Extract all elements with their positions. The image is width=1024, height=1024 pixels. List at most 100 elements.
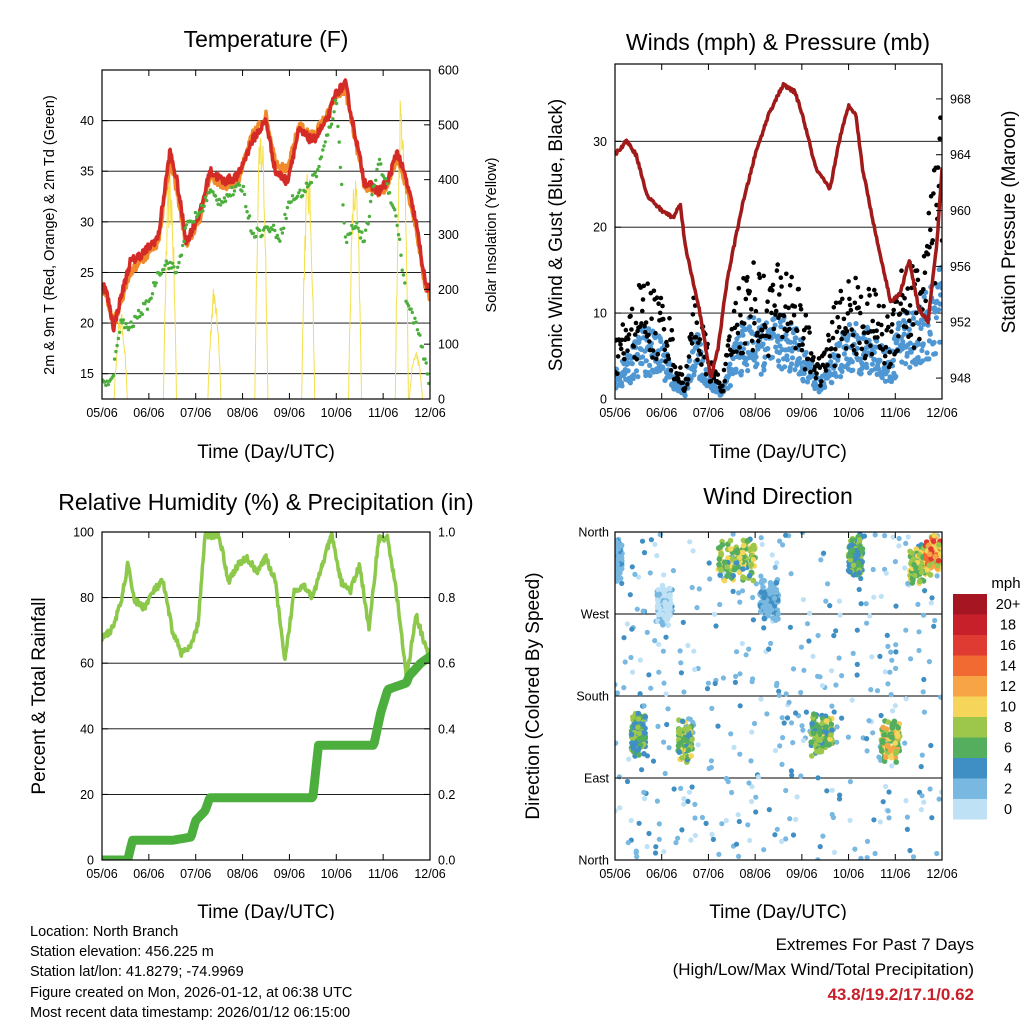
- direction-cluster-point: [847, 557, 854, 563]
- direction-cluster-point: [750, 577, 757, 584]
- wind-gust-point: [885, 314, 890, 319]
- wind-gust-point: [690, 312, 696, 317]
- direction-point: [893, 649, 899, 655]
- direction-xtick-label: 09/06: [786, 867, 817, 881]
- direction-point: [885, 681, 891, 687]
- direction-cluster-point: [689, 736, 695, 743]
- wind-gust-point: [661, 316, 666, 322]
- wind-gust-point: [731, 308, 737, 314]
- direction-point: [825, 581, 831, 587]
- direction-point: [654, 798, 661, 804]
- wind-gust-point: [689, 341, 695, 346]
- dewpoint-point: [298, 188, 302, 192]
- direction-cluster-point: [679, 755, 685, 761]
- wind-speed-point: [910, 315, 917, 321]
- rh-xlabel: Time (Day/UTC): [197, 902, 335, 920]
- direction-point: [904, 814, 911, 820]
- temperature-y2tick-label: 300: [438, 228, 459, 242]
- wind-gust-point: [626, 332, 632, 337]
- wind-gust-point: [761, 273, 766, 279]
- legend-label: 18: [1000, 618, 1016, 634]
- direction-cluster-point: [746, 573, 753, 579]
- dewpoint-point: [145, 307, 150, 311]
- direction-cluster-point: [760, 604, 766, 610]
- direction-point: [870, 730, 876, 736]
- wind-gust-point: [889, 322, 895, 327]
- dewpoint-point: [112, 357, 117, 361]
- direction-point: [761, 847, 767, 853]
- direction-point: [776, 692, 782, 698]
- dewpoint-point: [231, 193, 235, 197]
- dewpoint-point: [358, 236, 363, 240]
- dewpoint-point: [280, 231, 285, 235]
- direction-point: [868, 687, 874, 693]
- dewpoint-point: [304, 181, 309, 185]
- wind-gust-point: [798, 303, 803, 308]
- direction-point: [615, 690, 620, 696]
- pressure-line: [615, 81, 942, 379]
- direction-cluster-point: [715, 545, 722, 551]
- dewpoint-point: [399, 253, 403, 257]
- wind-speed-point: [784, 353, 790, 359]
- direction-point: [896, 543, 902, 549]
- direction-point: [627, 592, 633, 598]
- direction-point: [732, 679, 739, 686]
- wind-gust-point: [870, 318, 875, 324]
- dewpoint-point: [398, 237, 402, 241]
- direction-point: [896, 535, 902, 542]
- winds-title: Winds (mph) & Pressure (mb): [626, 29, 930, 55]
- dewpoint-point: [393, 208, 397, 212]
- direction-cluster-point: [773, 580, 780, 586]
- direction-point: [648, 537, 655, 543]
- rh-xtick-label: 08/06: [227, 867, 258, 881]
- direction-cluster-point: [758, 589, 765, 596]
- wind-speed-point: [933, 315, 940, 321]
- wind-speed-point: [744, 362, 750, 368]
- wind-gust-point: [849, 327, 854, 332]
- direction-ytick-label: South: [576, 690, 609, 704]
- speed-legend: 20+ 18 16 14 12 10 8 6 4 2 0: [953, 594, 1020, 820]
- wind-gust-point: [902, 296, 907, 301]
- legend-label: 10: [1000, 700, 1016, 716]
- dewpoint-point: [217, 197, 221, 202]
- direction-cluster-point: [717, 572, 723, 578]
- wind-gust-point: [752, 320, 757, 326]
- solar-insolation-spike: [301, 173, 316, 399]
- wind-speed-point: [896, 320, 903, 326]
- temperature-xtick-label: 10/06: [321, 406, 352, 420]
- dewpoint-point: [350, 223, 354, 228]
- wind-gust-point: [752, 297, 758, 302]
- direction-point: [926, 659, 933, 665]
- direction-cluster-point: [676, 726, 683, 733]
- direction-point: [749, 679, 755, 685]
- dewpoint-point: [309, 180, 314, 185]
- wind-gust-point: [634, 357, 640, 362]
- dewpoint-point: [181, 243, 185, 248]
- direction-cluster-point: [740, 542, 747, 549]
- direction-point: [793, 816, 799, 823]
- direction-point: [788, 768, 795, 774]
- direction-point: [703, 820, 709, 827]
- wind-gust-point: [689, 331, 694, 337]
- direction-cluster-point: [913, 546, 919, 552]
- dewpoint-point: [326, 133, 330, 137]
- dewpoint-point: [177, 260, 181, 265]
- wind-speed-point: [755, 346, 761, 352]
- direction-point: [885, 808, 891, 814]
- direction-cluster-point: [659, 582, 666, 589]
- wind-gust-point: [841, 316, 847, 322]
- direction-point: [866, 718, 872, 724]
- direction-ytick-label: North: [578, 526, 609, 540]
- direction-point: [624, 778, 631, 785]
- direction-cluster-point: [850, 562, 857, 568]
- direction-point: [690, 548, 696, 554]
- wind-gust-point: [888, 361, 893, 367]
- wind-gust-point: [645, 281, 650, 287]
- wind-gust-point: [625, 348, 630, 354]
- charts-canvas: Temperature (F) 05/06 06/06 07/06 08/06 09/0…: [29, 26, 1021, 920]
- direction-point: [723, 775, 730, 782]
- direction-point: [749, 729, 755, 735]
- wind-gust-point: [847, 302, 853, 308]
- dewpoint-point: [205, 198, 209, 203]
- wind-speed-point: [936, 307, 942, 313]
